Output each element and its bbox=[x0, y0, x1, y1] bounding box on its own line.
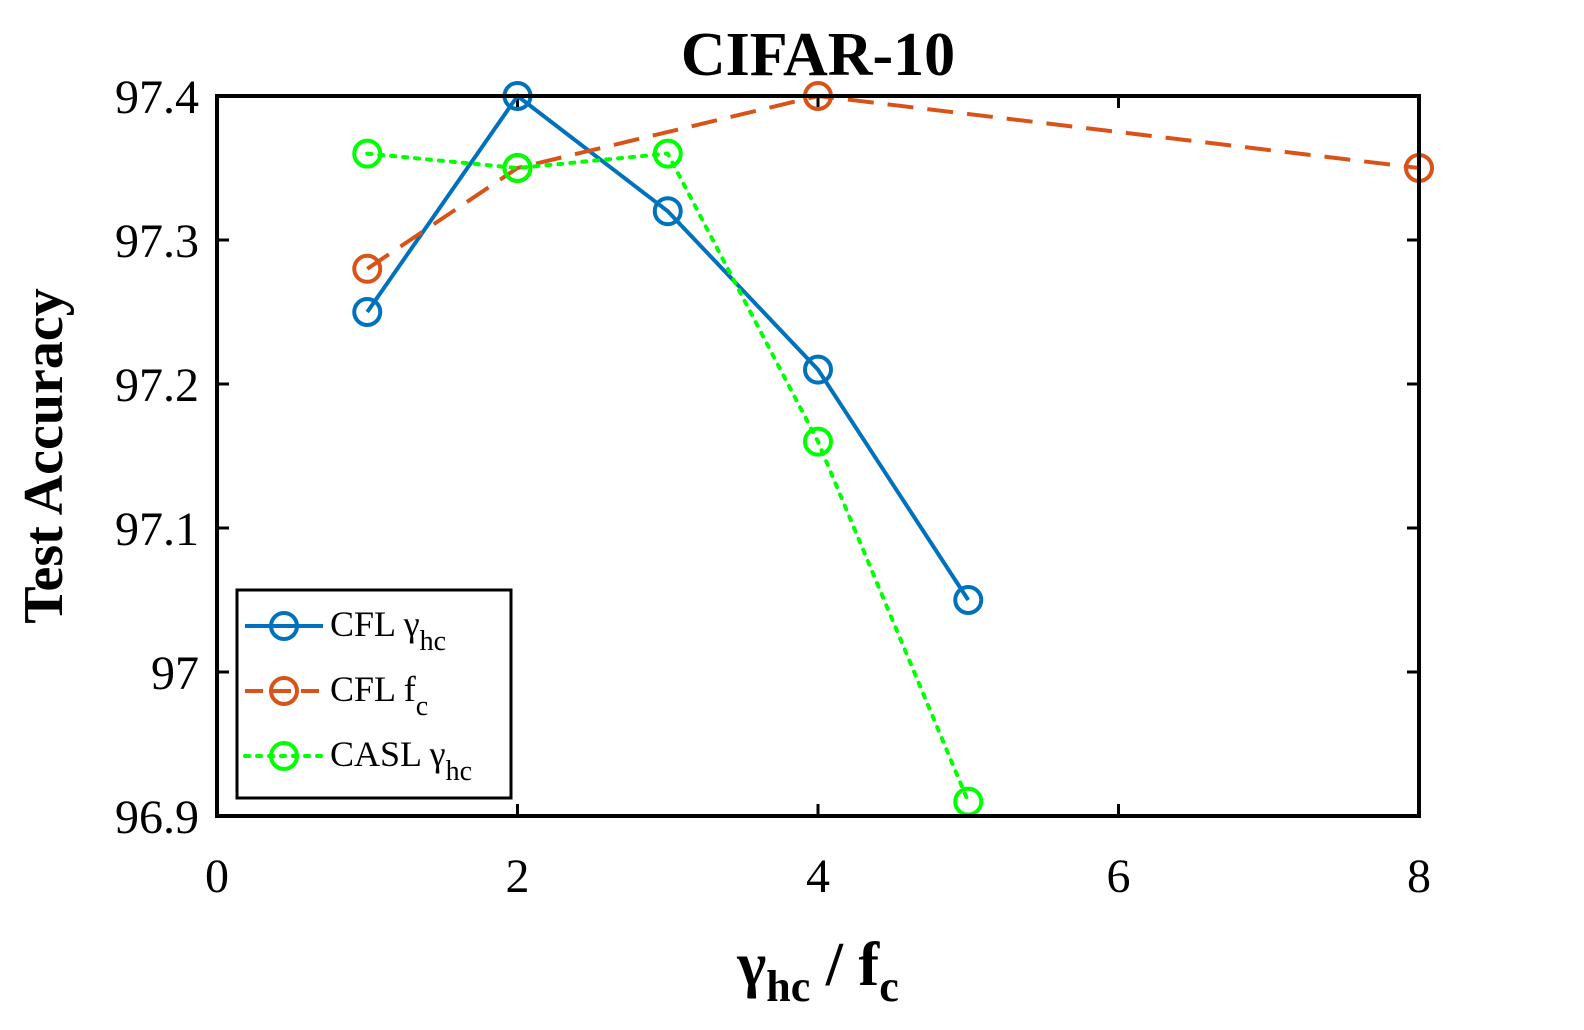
data-point bbox=[803, 354, 833, 385]
x-tick-label: 0 bbox=[205, 850, 229, 903]
x-axis-label-sub-2: c bbox=[879, 962, 899, 1011]
legend-label: CASL γhc bbox=[330, 734, 472, 787]
x-axis-label-sep: / bbox=[810, 931, 858, 999]
y-tick-label: 97.1 bbox=[115, 503, 199, 556]
legend-marker bbox=[269, 611, 299, 641]
series-line bbox=[365, 93, 970, 602]
x-axis-label-base-2: f bbox=[859, 931, 881, 999]
y-axis-ticks: 96.9 97 97.1 97.2 97.3 97.4 bbox=[115, 71, 1419, 844]
y-tick-label: 97.2 bbox=[115, 359, 199, 412]
legend-label-base: CASL γ bbox=[330, 734, 446, 774]
legend-marker bbox=[269, 676, 299, 706]
chart-title: CIFAR-10 bbox=[681, 21, 955, 89]
x-tick-label: 4 bbox=[806, 850, 830, 903]
data-point bbox=[652, 138, 683, 169]
x-axis-ticks: 0 2 4 6 8 bbox=[205, 96, 1431, 903]
legend-label: CFL fc bbox=[330, 669, 428, 722]
x-axis-label: γhc / fc bbox=[736, 931, 898, 1011]
series-3 bbox=[352, 138, 984, 817]
y-axis-label: Test Accuracy bbox=[13, 288, 75, 623]
series-layer bbox=[352, 81, 1434, 817]
y-tick-label: 97.3 bbox=[115, 215, 199, 268]
legend-label: CFL γhc bbox=[330, 604, 446, 657]
x-tick-label: 8 bbox=[1407, 850, 1431, 903]
data-point bbox=[953, 585, 984, 615]
legend-label-base: CFL γ bbox=[330, 604, 420, 644]
legend-label-sub: c bbox=[416, 691, 428, 722]
data-point bbox=[953, 786, 984, 817]
x-axis-label-base-1: γ bbox=[736, 931, 766, 999]
series-1 bbox=[352, 81, 984, 615]
x-tick-label: 6 bbox=[1107, 850, 1131, 903]
plot-area-border bbox=[215, 94, 1421, 818]
data-point bbox=[803, 426, 833, 457]
data-point bbox=[652, 196, 683, 227]
data-point bbox=[502, 153, 533, 183]
data-point bbox=[352, 297, 383, 327]
data-point bbox=[352, 253, 383, 284]
series-line bbox=[365, 151, 971, 804]
series-line bbox=[366, 93, 1420, 271]
x-tick-label: 2 bbox=[506, 850, 530, 903]
y-tick-label: 96.9 bbox=[115, 791, 199, 844]
legend-label-sub: hc bbox=[420, 626, 446, 657]
legend-label-sub: hc bbox=[446, 756, 472, 787]
x-axis-label-sub-1: hc bbox=[766, 962, 810, 1011]
y-tick-label: 97 bbox=[151, 647, 199, 700]
data-point bbox=[352, 138, 383, 169]
legend-label-base: CFL f bbox=[330, 669, 416, 709]
y-tick-label: 97.4 bbox=[115, 71, 199, 124]
legend-marker bbox=[269, 741, 299, 771]
